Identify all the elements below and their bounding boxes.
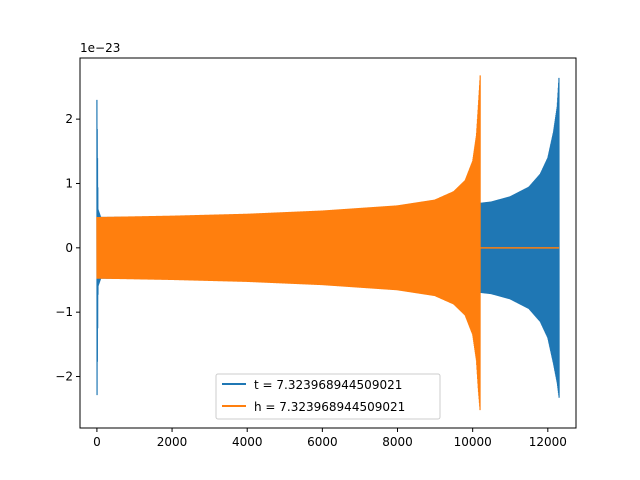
x-tick-label: 8000 xyxy=(382,435,413,449)
y-offset-label: 1e−23 xyxy=(80,41,120,55)
series-h-line xyxy=(96,75,481,411)
legend-label-t: t = 7.323968944509021 xyxy=(254,378,402,392)
legend-label-h: h = 7.323968944509021 xyxy=(254,400,405,414)
x-tick-label: 4000 xyxy=(232,435,263,449)
axes-frame xyxy=(79,57,577,429)
x-tick-label: 12000 xyxy=(529,435,567,449)
legend-box xyxy=(215,373,441,420)
y-tick-label: −2 xyxy=(55,370,73,384)
x-tick-label: 10000 xyxy=(454,435,492,449)
x-tick-label: 6000 xyxy=(307,435,338,449)
y-tick-label: 2 xyxy=(65,112,73,126)
x-tick-label: 2000 xyxy=(157,435,188,449)
x-axis: 0 2000 4000 6000 8000 10000 12000 xyxy=(93,428,567,449)
y-tick-label: −1 xyxy=(55,305,73,319)
x-tick-label: 0 xyxy=(93,435,101,449)
y-axis: −2 −1 0 1 2 xyxy=(55,112,80,384)
y-tick-label: 1 xyxy=(65,176,73,190)
legend: t = 7.323968944509021 h = 7.323968944509… xyxy=(215,373,441,420)
series-layer xyxy=(96,75,560,411)
y-tick-label: 0 xyxy=(65,241,73,255)
